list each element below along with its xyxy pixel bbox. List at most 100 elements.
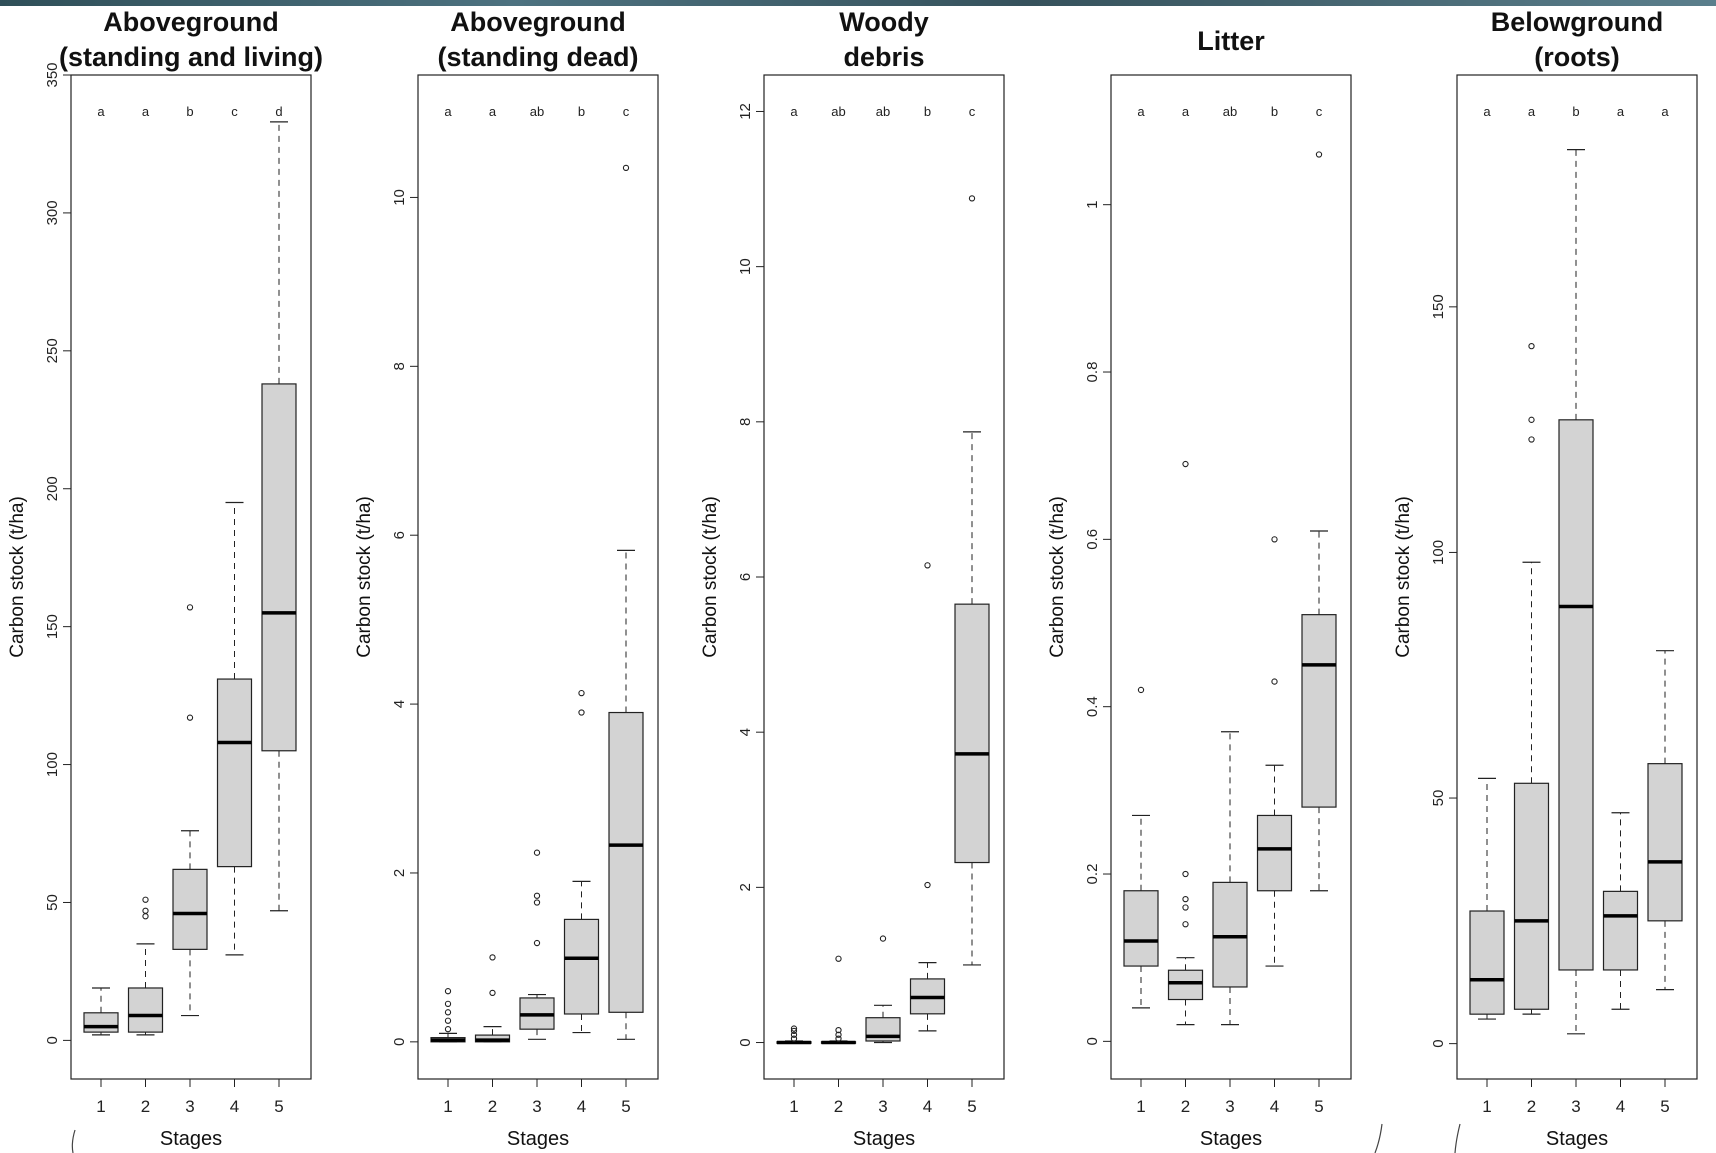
y-tick-label: 150 <box>1430 294 1447 319</box>
y-tick-label: 0 <box>44 1036 61 1044</box>
iqr-box <box>83 1012 119 1033</box>
group-letter: a <box>1182 104 1190 119</box>
x-tick-label: 5 <box>274 1097 283 1116</box>
outlier-point <box>835 1035 842 1042</box>
x-tick-label: 2 <box>1527 1097 1536 1116</box>
panel-title-line: Belowground <box>1491 7 1663 37</box>
x-tick-label: 5 <box>1660 1097 1669 1116</box>
y-tick-label: 4 <box>391 700 408 708</box>
y-tick-label: 150 <box>44 614 61 639</box>
outlier-point <box>1182 904 1189 911</box>
outlier-point <box>186 714 194 721</box>
y-tick-label: 2 <box>391 869 408 877</box>
x-axis-label: Stages <box>507 1128 569 1150</box>
group-letter: a <box>142 104 150 119</box>
iqr-box <box>1513 782 1550 1010</box>
iqr-box <box>216 678 253 868</box>
box-stage-5 <box>1301 151 1337 892</box>
iqr-box <box>261 383 297 752</box>
panel-title: Aboveground (standing dead) <box>438 7 639 72</box>
group-letter: a <box>1137 104 1145 119</box>
group-letter: a <box>444 104 452 119</box>
iqr-box <box>1602 890 1639 971</box>
box-stage-4 <box>909 562 946 1032</box>
group-letter: a <box>1661 104 1669 119</box>
y-tick-label: 2 <box>737 883 754 891</box>
iqr-box <box>1123 890 1159 967</box>
box-stage-2 <box>474 954 511 1043</box>
y-tick-label: 250 <box>44 338 61 363</box>
iqr-box <box>1469 910 1505 1015</box>
box-stage-1 <box>430 988 466 1043</box>
x-tick-label: 5 <box>621 1097 630 1116</box>
x-tick-label: 4 <box>1270 1097 1279 1116</box>
box-stage-2 <box>820 955 857 1045</box>
x-tick-label: 1 <box>789 1097 798 1116</box>
group-letter: ab <box>530 104 544 119</box>
panel-title-line: Litter <box>1197 26 1265 56</box>
decorative-curve-right <box>1454 1123 1461 1153</box>
outlier-point <box>790 1031 798 1038</box>
group-letter: a <box>1528 104 1536 119</box>
iqr-box <box>954 603 990 864</box>
outlier-point <box>533 899 541 906</box>
x-tick-label: 4 <box>230 1097 239 1116</box>
plot-frame <box>763 74 1005 1080</box>
group-letter: a <box>489 104 497 119</box>
iqr-box <box>1256 814 1293 892</box>
box-stage-3 <box>1558 149 1594 1035</box>
y-axis-label: Carbon stock (t/ha) <box>7 496 28 658</box>
panel-title-line: debris <box>843 42 924 72</box>
y-axis-label: Carbon stock (t/ha) <box>354 496 375 658</box>
box-stage-1 <box>776 1025 812 1045</box>
box-stage-4 <box>1256 536 1293 967</box>
outlier-point <box>1528 342 1535 350</box>
panel-title-line: Aboveground <box>103 7 279 37</box>
box-stage-3 <box>519 849 555 1040</box>
x-tick-label: 3 <box>532 1097 541 1116</box>
y-tick-label: 0 <box>1430 1039 1447 1047</box>
box-stage-1 <box>1123 686 1159 1009</box>
x-tick-label: 3 <box>1571 1097 1580 1116</box>
y-tick-label: 0.6 <box>1084 529 1101 550</box>
y-tick-label: 300 <box>44 200 61 225</box>
y-tick-label: 6 <box>391 531 408 539</box>
group-letter: b <box>186 104 193 119</box>
outlier-point <box>444 1009 452 1016</box>
y-axis-label: Carbon stock (t/ha) <box>1047 496 1068 658</box>
y-tick-label: 0 <box>737 1038 754 1046</box>
group-letter: c <box>623 104 630 119</box>
y-tick-label: 10 <box>391 189 408 206</box>
outlier-point <box>489 954 496 961</box>
outlier-point <box>444 1026 452 1033</box>
group-letter: b <box>924 104 931 119</box>
y-tick-label: 350 <box>44 62 61 87</box>
outlier-point <box>1271 678 1278 685</box>
group-letter: b <box>578 104 585 119</box>
y-axis-label: Carbon stock (t/ha) <box>1393 496 1414 658</box>
box-stage-5 <box>261 121 297 912</box>
panel-title-line: (standing dead) <box>438 42 639 72</box>
x-tick-label: 5 <box>1314 1097 1323 1116</box>
x-tick-label: 1 <box>1136 1097 1145 1116</box>
group-letter: a <box>1617 104 1625 119</box>
group-letter: a <box>790 104 798 119</box>
box-stage-1 <box>1469 777 1505 1020</box>
group-letter: b <box>1271 104 1278 119</box>
y-tick-label: 200 <box>44 476 61 501</box>
iqr-box <box>1301 614 1337 808</box>
outlier-point <box>489 989 496 997</box>
y-tick-label: 0.8 <box>1084 362 1101 383</box>
outlier-point <box>622 164 630 172</box>
panel-title: Aboveground (standing and living) <box>59 7 323 72</box>
outlier-point <box>444 1017 452 1024</box>
group-letter: c <box>1316 104 1323 119</box>
x-tick-label: 3 <box>185 1097 194 1116</box>
group-letter: ab <box>831 104 845 119</box>
outlier-point <box>790 1025 798 1032</box>
x-tick-label: 3 <box>878 1097 887 1116</box>
x-tick-label: 2 <box>1181 1097 1190 1116</box>
group-letter: ab <box>1223 104 1237 119</box>
box-stage-5 <box>1647 650 1683 991</box>
